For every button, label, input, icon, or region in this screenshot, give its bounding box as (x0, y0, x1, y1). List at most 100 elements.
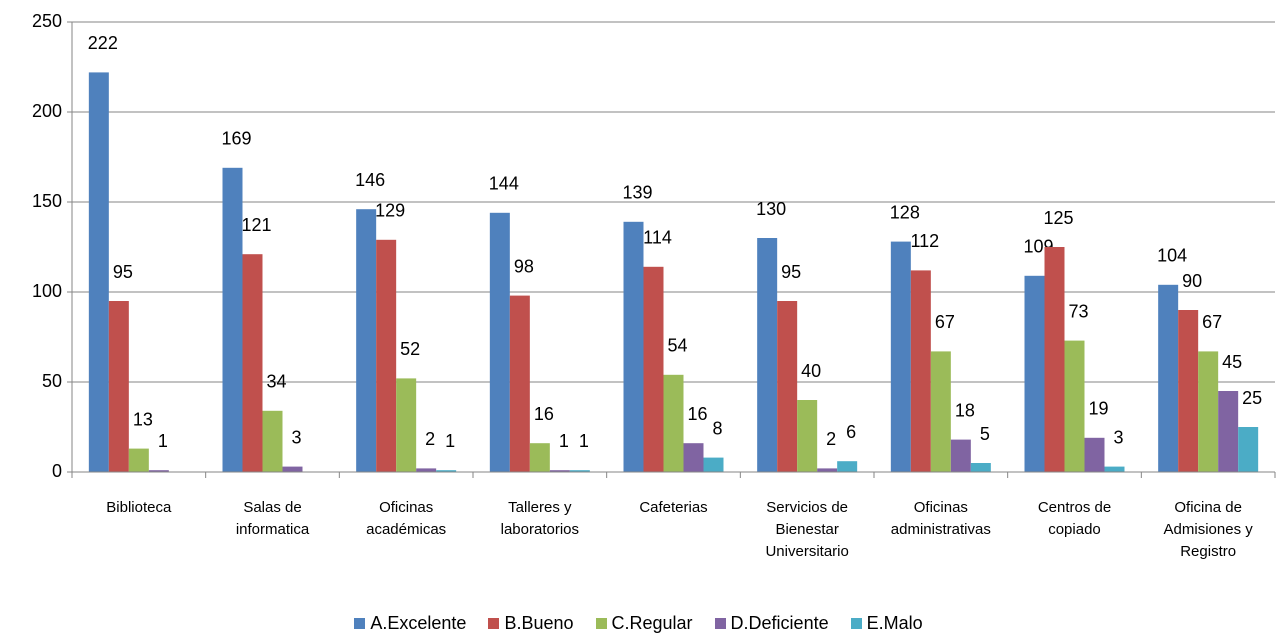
bar (950, 439, 971, 472)
data-label: 2 (826, 429, 836, 449)
x-tick-label: Salas de informatica (235, 499, 310, 538)
legend-swatch (354, 618, 366, 629)
data-label: 169 (221, 129, 251, 149)
data-label: 16 (534, 404, 554, 424)
bar (1158, 284, 1179, 472)
data-label: 2 (425, 429, 435, 449)
data-label: 144 (489, 174, 519, 194)
bar (436, 470, 457, 472)
bar (663, 374, 684, 472)
bar (529, 443, 550, 472)
bar (1064, 340, 1085, 472)
data-label: 25 (1242, 388, 1262, 408)
bar (1178, 310, 1199, 472)
y-tick-label: 250 (32, 11, 62, 31)
x-tick-label: Oficinas administrativas (890, 499, 991, 538)
bar (643, 266, 664, 472)
legend-label: E.Malo (866, 613, 923, 633)
data-label: 130 (756, 199, 786, 219)
data-label: 67 (935, 312, 955, 332)
x-tick-label: Talleres y laboratorios (500, 499, 580, 538)
data-label: 52 (400, 339, 420, 359)
bar (930, 351, 951, 472)
bar (777, 301, 798, 472)
data-label: 129 (375, 201, 405, 221)
bar (569, 470, 590, 472)
legend-swatch (488, 618, 500, 629)
legend-label: C.Regular (611, 613, 693, 633)
data-label: 95 (113, 262, 133, 282)
data-label: 146 (355, 170, 385, 190)
bar (1024, 275, 1045, 472)
bar (1044, 247, 1065, 472)
bar (282, 466, 303, 472)
data-label: 128 (890, 202, 920, 222)
data-label: 3 (1113, 427, 1123, 447)
data-label: 1 (559, 431, 569, 451)
bar (703, 457, 724, 472)
bar (148, 470, 169, 472)
bar (890, 241, 911, 472)
bar (757, 238, 778, 472)
legend-label: B.Bueno (504, 613, 574, 633)
legend-label: A.Excelente (370, 613, 467, 633)
x-tick-label: Centros de copiado (1037, 499, 1112, 538)
legend-item: E.Malo (850, 613, 923, 634)
bar (623, 221, 644, 472)
x-tick-label: Oficinas académicas (366, 499, 447, 538)
data-label: 8 (712, 418, 722, 438)
bar (970, 463, 991, 472)
legend-label: D.Deficiente (730, 613, 829, 633)
data-label: 54 (667, 336, 687, 356)
legend-swatch (850, 618, 862, 629)
bar (416, 468, 437, 472)
bar (837, 461, 858, 472)
x-tick-label: Oficina de Admisiones y Registro (1163, 499, 1253, 560)
legend-item: A.Excelente (354, 613, 466, 634)
bar (242, 254, 263, 472)
bar (1104, 466, 1125, 472)
data-label: 222 (88, 33, 118, 53)
bar (817, 468, 838, 472)
data-label: 95 (781, 262, 801, 282)
bar (509, 295, 530, 472)
data-label: 73 (1068, 301, 1088, 321)
data-label: 98 (514, 256, 534, 276)
data-label: 45 (1222, 352, 1242, 372)
bar (222, 167, 243, 473)
bar (1198, 351, 1219, 472)
x-tick-label: Biblioteca (106, 499, 172, 516)
bar (549, 470, 570, 472)
y-tick-label: 200 (32, 101, 62, 121)
data-label: 34 (266, 372, 286, 392)
data-label: 139 (622, 183, 652, 203)
bar (489, 212, 510, 473)
bar (128, 448, 149, 472)
x-tick-label: Cafeterias (639, 499, 708, 516)
data-label: 67 (1202, 312, 1222, 332)
bar (1238, 427, 1259, 472)
data-label: 13 (133, 409, 153, 429)
data-label: 3 (291, 427, 301, 447)
data-label: 6 (846, 422, 856, 442)
legend-item: B.Bueno (488, 613, 574, 634)
data-label: 16 (687, 404, 707, 424)
data-label: 1 (158, 431, 168, 451)
bar (1084, 437, 1105, 472)
data-label: 1 (579, 431, 589, 451)
data-label: 19 (1088, 399, 1108, 419)
bar (683, 443, 704, 472)
data-label: 5 (980, 424, 990, 444)
bar (910, 270, 931, 472)
legend-item: C.Regular (595, 613, 693, 634)
bar (797, 400, 818, 472)
y-tick-label: 0 (52, 461, 62, 481)
y-tick-label: 100 (32, 281, 62, 301)
data-label: 1 (445, 431, 455, 451)
bar (376, 239, 397, 472)
data-label: 114 (643, 228, 672, 248)
y-tick-label: 50 (42, 371, 62, 391)
bar (88, 72, 109, 473)
data-label: 90 (1182, 271, 1202, 291)
